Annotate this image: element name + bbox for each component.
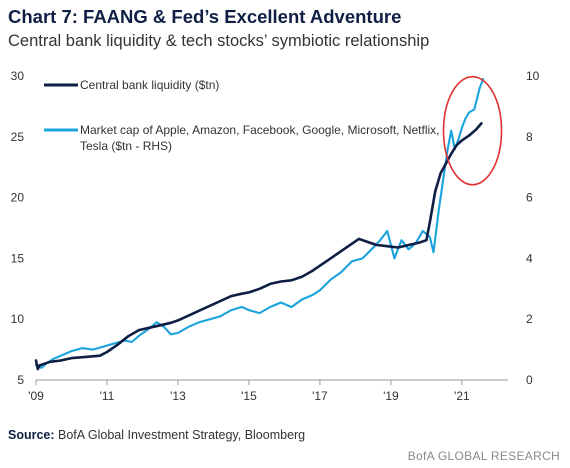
source-note: Source: BofA Global Investment Strategy,… bbox=[8, 428, 305, 442]
x-tick-label: '13 bbox=[170, 389, 186, 403]
series-line-central-bank-liquidity bbox=[34, 122, 483, 371]
legend-label-market-cap-line1: Market cap of Apple, Amazon, Facebook, G… bbox=[80, 123, 440, 137]
y-left-tick-label: 30 bbox=[11, 69, 25, 83]
y-left-tick-label: 15 bbox=[11, 251, 25, 265]
y-left-tick-label: 5 bbox=[17, 373, 24, 387]
y-right-tick-label: 6 bbox=[526, 191, 533, 205]
source-label: Source: bbox=[8, 428, 55, 442]
source-text: BofA Global Investment Strategy, Bloombe… bbox=[54, 428, 306, 442]
chart-title: Chart 7: FAANG & Fed’s Excellent Adventu… bbox=[8, 6, 402, 27]
chart-subtitle: Central bank liquidity & tech stocks’ sy… bbox=[8, 32, 430, 50]
y-left-tick-label: 20 bbox=[11, 191, 25, 205]
y-left-tick-label: 25 bbox=[11, 130, 25, 144]
y-left-tick-label: 10 bbox=[11, 312, 25, 326]
x-tick-label: '11 bbox=[100, 389, 115, 403]
legend-label-market-cap-line2: Tesla ($tn - RHS) bbox=[80, 139, 172, 153]
x-tick-label: '09 bbox=[28, 389, 44, 403]
y-right-tick-label: 8 bbox=[526, 130, 533, 144]
x-tick-label: '21 bbox=[454, 389, 470, 403]
y-right-tick-label: 4 bbox=[526, 251, 533, 265]
legend-label-liquidity: Central bank liquidity ($tn) bbox=[80, 78, 219, 92]
y-right-tick-label: 0 bbox=[526, 373, 533, 387]
x-tick-label: '15 bbox=[241, 389, 257, 403]
highlight-circle bbox=[442, 75, 503, 186]
x-tick-label: '17 bbox=[312, 389, 328, 403]
y-right-tick-label: 10 bbox=[526, 69, 540, 83]
y-right-tick-label: 2 bbox=[526, 312, 533, 326]
x-tick-label: '19 bbox=[383, 389, 399, 403]
research-credit: BofA GLOBAL RESEARCH bbox=[407, 449, 560, 463]
